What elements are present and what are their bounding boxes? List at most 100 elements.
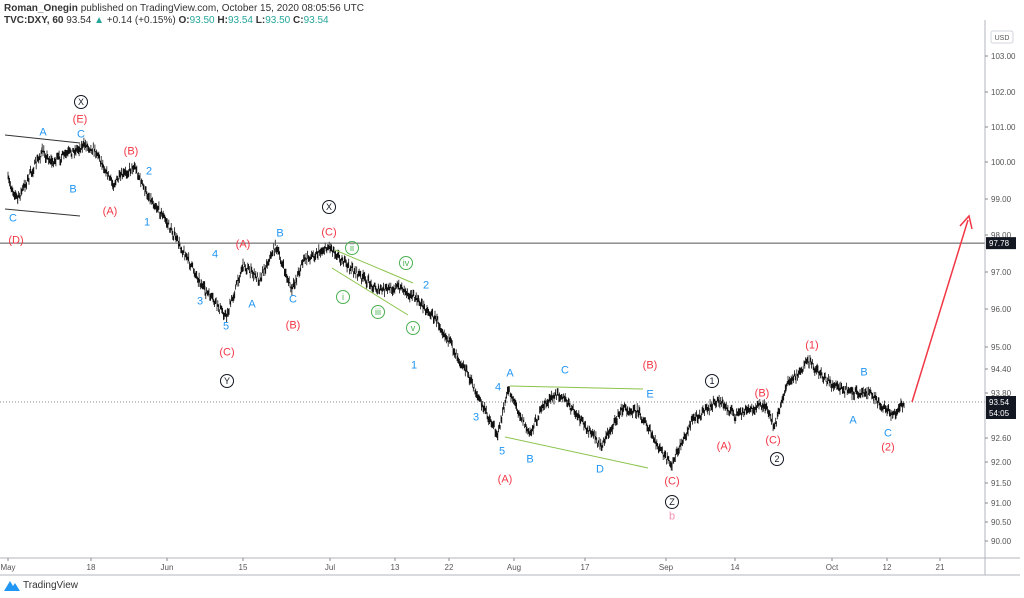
wave-label: (B)	[285, 319, 301, 332]
x-tick-label: Oct	[826, 563, 839, 572]
y-tick-label: 97.00	[991, 268, 1012, 277]
wave-label: 4	[211, 248, 219, 261]
y-tick-label: 91.00	[991, 499, 1012, 508]
wave-label: C	[561, 364, 569, 377]
wave-label: C	[884, 427, 892, 440]
wave-label: X	[74, 95, 88, 109]
wave-label: B	[526, 453, 534, 466]
author[interactable]: Roman_Onegin	[4, 3, 78, 14]
low-label: L:	[255, 15, 266, 26]
wave-label: Z	[665, 495, 679, 509]
wave-label: (A)	[716, 440, 732, 453]
wave-label: A	[39, 126, 47, 139]
wave-label: C	[289, 293, 297, 306]
wave-label: (A)	[102, 205, 118, 218]
wave-label: B	[276, 227, 284, 240]
last-price: 93.54	[66, 15, 92, 26]
wave-label: (2)	[881, 441, 895, 454]
symbol-line: TVC:DXY, 60 93.54 ▲ +0.14 (+0.15%) O:93.…	[4, 15, 329, 26]
up-arrow-icon: ▲	[94, 15, 104, 26]
currency-badge	[990, 30, 1014, 44]
currency-label: USD	[995, 35, 1010, 42]
triangle-upper	[509, 385, 644, 390]
wave-label: 1	[705, 374, 719, 388]
wave-label: 2	[770, 452, 784, 466]
x-tick-label: Aug	[507, 563, 521, 572]
wave-label: Y	[220, 374, 234, 388]
x-tick-label: Jul	[325, 563, 335, 572]
publish-info: published on TradingView.com, October 15…	[80, 3, 365, 14]
trend-line-lower	[4, 208, 81, 217]
wave-label: 4	[494, 381, 502, 394]
low-value: 93.50	[265, 15, 291, 26]
close-label: C:	[293, 15, 304, 26]
wave-label: 1	[410, 359, 418, 372]
wave-label: B	[860, 366, 868, 379]
projection-arrow	[911, 219, 969, 403]
close-value: 93.54	[303, 15, 329, 26]
wave-label: (A)	[497, 473, 513, 486]
wave-label: B	[69, 183, 77, 196]
wave-label: (C)	[664, 475, 680, 488]
wave-label: i	[336, 290, 350, 304]
tradingview-logo[interactable]: TradingView	[4, 580, 78, 591]
wave-label: 2	[145, 165, 153, 178]
wave-label: iv	[399, 256, 413, 270]
x-tick-label: 12	[883, 563, 892, 572]
wave-label: E	[646, 388, 654, 401]
green-channel-upper	[334, 249, 414, 284]
trend-line-upper	[4, 134, 81, 144]
wave-label: (C)	[219, 346, 235, 359]
x-tick-label: Sep	[659, 563, 674, 572]
x-tick-label: Jun	[161, 563, 174, 572]
drawings	[0, 134, 985, 469]
y-tick-label: 101.00	[991, 123, 1016, 132]
price-tag-97-78: 97.78	[989, 239, 1010, 248]
x-tick-label: 15	[239, 563, 248, 572]
wave-label: (A)	[235, 238, 251, 251]
publish-line: Roman_Onegin published on TradingView.co…	[4, 3, 364, 14]
last-price-tag: 93.54	[989, 398, 1010, 407]
wave-label: (B)	[123, 145, 139, 158]
open-value: 93.50	[189, 15, 215, 26]
wave-label: (1)	[805, 339, 819, 352]
x-tick-label: 22	[445, 563, 454, 572]
wave-label: 3	[472, 411, 480, 424]
countdown-tag-bg	[986, 407, 1016, 419]
y-tick-label: 98.00	[991, 231, 1012, 240]
tradingview-logo-icon	[4, 581, 20, 591]
wave-label: A	[506, 367, 514, 380]
wave-label: C	[9, 212, 17, 225]
high-value: 93.54	[227, 15, 253, 26]
wave-label: (E)	[72, 113, 88, 126]
wave-label: (C)	[321, 226, 337, 239]
y-tick-label: 102.00	[991, 88, 1016, 97]
y-tick-label: 90.00	[991, 537, 1012, 546]
wave-label: 5	[498, 445, 506, 458]
symbol: TVC:DXY, 60	[4, 15, 64, 26]
wave-label: (B)	[754, 387, 770, 400]
x-tick-label: 13	[391, 563, 400, 572]
y-tick-label: 103.00	[991, 52, 1016, 61]
wave-label: b	[668, 510, 676, 523]
x-tick-label: May	[0, 563, 15, 572]
wave-label: A	[248, 298, 256, 311]
open-label: O:	[178, 15, 190, 26]
y-tick-label: 100.00	[991, 158, 1016, 167]
price-change: +0.14 (+0.15%)	[106, 15, 176, 26]
x-tick-label: 17	[581, 563, 590, 572]
wave-label: v	[406, 321, 420, 335]
y-tick-label: 90.50	[991, 518, 1012, 527]
wave-label: 3	[196, 295, 204, 308]
y-tick-label: 95.00	[991, 343, 1012, 352]
y-tick-label: 99.00	[991, 195, 1012, 204]
x-tick-label: 18	[87, 563, 96, 572]
y-tick-label: 93.80	[991, 389, 1012, 398]
x-tick-label: 21	[936, 563, 945, 572]
countdown-tag: 54:05	[989, 409, 1010, 418]
green-channel-lower	[331, 267, 409, 316]
price-tag-97-78-bg	[986, 237, 1016, 250]
wave-label: (D)	[8, 234, 24, 247]
wave-label: ii	[345, 241, 359, 255]
